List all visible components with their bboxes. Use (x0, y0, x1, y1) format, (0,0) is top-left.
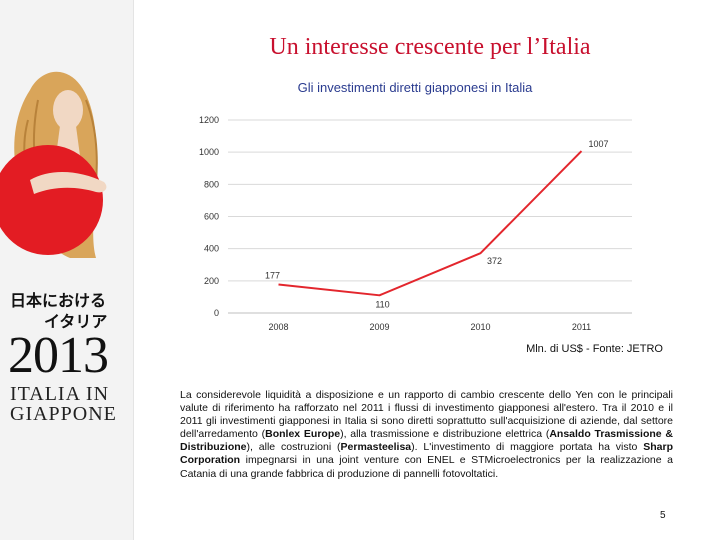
body-text-part4: ). L'investimento di maggiore portata ha… (411, 441, 644, 454)
data-label-2011: 1007 (588, 139, 608, 149)
y-tick-label-1200: 1200 (199, 115, 219, 125)
company-ansaldo: Ansaldo Trasmissione & Distribuzione (180, 428, 673, 454)
body-text-part2: ), alla trasmissione e distribuzione ele… (340, 428, 550, 441)
x-tick-label-2010: 2010 (470, 322, 490, 332)
y-tick-label-400: 400 (204, 244, 219, 254)
company-sharp: Sharp Corporation (180, 441, 673, 467)
brand-line2: GIAPPONE (10, 403, 117, 425)
venus-arm (30, 171, 107, 194)
company-permasteelisa: Permasteelisa (340, 441, 412, 454)
chart-title: Gli investimenti diretti giapponesi in I… (297, 80, 533, 95)
data-label-2010: 372 (487, 256, 502, 266)
body-paragraph: La considerevole liquidità a disposizion… (180, 389, 673, 481)
y-tick-label-600: 600 (204, 212, 219, 222)
japanese-title-line2: イタリア (44, 312, 108, 331)
y-tick-label-0: 0 (214, 308, 219, 318)
chart-source: Mln. di US$ - Fonte: JETRO (526, 343, 663, 355)
data-label-2008: 177 (265, 271, 280, 281)
x-tick-label-2009: 2009 (369, 322, 389, 332)
brand-line1: ITALIA IN (10, 383, 110, 405)
venus-face (53, 90, 83, 130)
y-tick-label-1000: 1000 (199, 147, 219, 157)
japanese-title: 日本における イタリア (10, 290, 107, 332)
sidebar: 日本における イタリア 2013 ITALIA IN GIAPPONE (0, 0, 134, 540)
y-tick-label-200: 200 (204, 276, 219, 286)
body-text-part1: La considerevole liquidità a disposizion… (180, 389, 673, 441)
x-tick-label-2011: 2011 (572, 322, 591, 332)
brand-label: ITALIA IN GIAPPONE (10, 384, 117, 424)
year-label: 2013 (8, 327, 109, 384)
body-text-part5: impegnarsi in una joint venture con ENEL… (180, 454, 673, 480)
x-tick-label-2008: 2008 (268, 322, 288, 332)
slide-title: Un interesse crescente per l’Italia (269, 34, 591, 60)
y-tick-label-800: 800 (204, 179, 219, 189)
red-sun (0, 145, 103, 255)
page-number: 5 (660, 510, 666, 521)
venus-illustration (0, 71, 107, 258)
series-line (278, 150, 583, 297)
body-text-part3: ), alle costruzioni ( (246, 441, 341, 454)
japanese-title-line1: 日本における (10, 291, 107, 310)
company-bonlex: Bonlex Europe (265, 428, 341, 441)
data-label-2009: 110 (375, 299, 389, 309)
